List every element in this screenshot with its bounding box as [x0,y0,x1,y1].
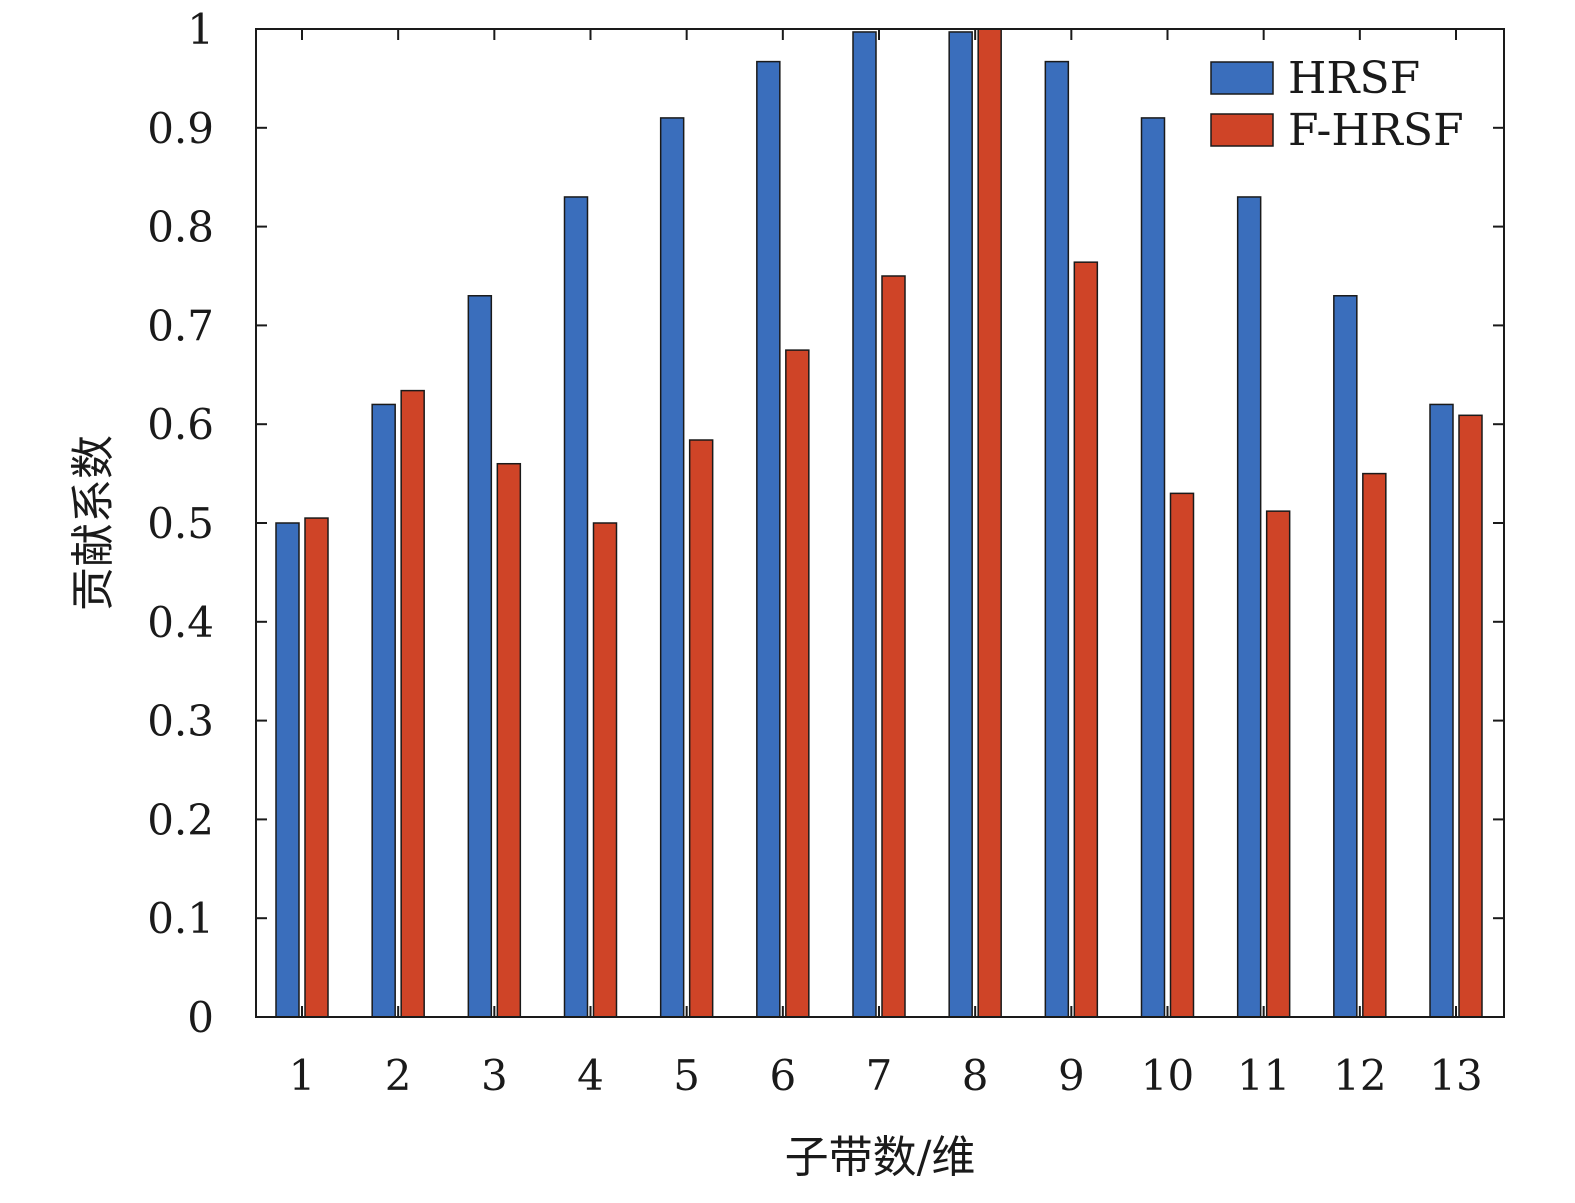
bar-hrsf-7 [852,31,877,1018]
bar-hrsf-6 [756,60,781,1018]
bar-f-hrsf-1 [304,517,329,1018]
x-tick-label: 10 [1141,1051,1194,1100]
y-tick-label: 1 [187,5,214,54]
x-tick-label: 1 [289,1051,316,1100]
legend-label-f-hrsf: F-HRSF [1288,105,1464,156]
bar-f-hrsf-8 [977,28,1002,1018]
x-tick-label: 3 [481,1051,508,1100]
bar-f-hrsf-12 [1362,472,1387,1018]
x-tick-label: 6 [769,1051,796,1100]
y-tick-label: 0.1 [147,894,214,943]
x-tick-label: 8 [962,1051,989,1100]
x-tick-label: 12 [1333,1051,1386,1100]
bars-group [275,28,1483,1018]
x-tick-label: 4 [577,1051,604,1100]
y-tick-labels: 0 0.1 0.2 0.3 0.4 0.5 0.6 0.7 0.8 0.9 1 [147,5,214,1042]
bar-hrsf-10 [1140,117,1166,1018]
bar-hrsf-11 [1236,196,1262,1018]
x-tick-label: 9 [1058,1051,1085,1100]
bar-f-hrsf-10 [1169,492,1195,1018]
x-axis-title: 子带数/维 [785,1132,976,1183]
bar-hrsf-12 [1333,295,1358,1018]
bar-f-hrsf-2 [400,389,425,1018]
x-tick-label: 2 [385,1051,412,1100]
legend-label-hrsf: HRSF [1288,53,1420,104]
bar-f-hrsf-4 [592,522,618,1018]
bar-hrsf-3 [467,295,493,1018]
bar-hrsf-2 [371,403,396,1018]
y-tick-label: 0.5 [147,499,214,548]
y-tick-label: 0.3 [147,697,214,746]
y-tick-label: 0.8 [147,203,214,252]
y-tick-label: 0.6 [147,400,214,449]
y-axis-title: 贡献系数 [68,435,119,611]
x-tick-label: 5 [673,1051,700,1100]
bar-hrsf-8 [948,31,973,1018]
bar-hrsf-13 [1429,403,1454,1018]
bar-hrsf-1 [275,522,300,1018]
bar-f-hrsf-11 [1265,510,1291,1018]
y-tick-label: 0 [187,993,214,1042]
plot-frame [255,28,1505,1018]
y-tick-label: 0.7 [147,301,214,350]
x-tick-label: 11 [1237,1051,1290,1100]
axis-ticks [256,28,1504,1018]
y-tick-label: 0.9 [147,104,214,153]
bar-f-hrsf-7 [881,275,906,1018]
bar-hrsf-4 [563,196,589,1018]
bar-f-hrsf-3 [496,462,522,1018]
legend-swatch-hrsf [1210,61,1274,95]
y-tick-label: 0.2 [147,795,214,844]
bar-f-hrsf-5 [688,439,714,1018]
bar-f-hrsf-13 [1458,414,1483,1018]
bar-hrsf-9 [1044,60,1070,1018]
x-tick-label: 7 [866,1051,893,1100]
x-tick-labels: 1 2 3 4 5 6 7 8 9 10 11 12 13 [289,1051,1483,1100]
bar-f-hrsf-9 [1073,261,1099,1018]
y-tick-label: 0.4 [147,598,214,647]
bar-hrsf-5 [659,117,685,1018]
legend-swatch-f-hrsf [1210,113,1274,147]
bar-f-hrsf-6 [785,349,810,1018]
x-tick-label: 13 [1429,1051,1482,1100]
